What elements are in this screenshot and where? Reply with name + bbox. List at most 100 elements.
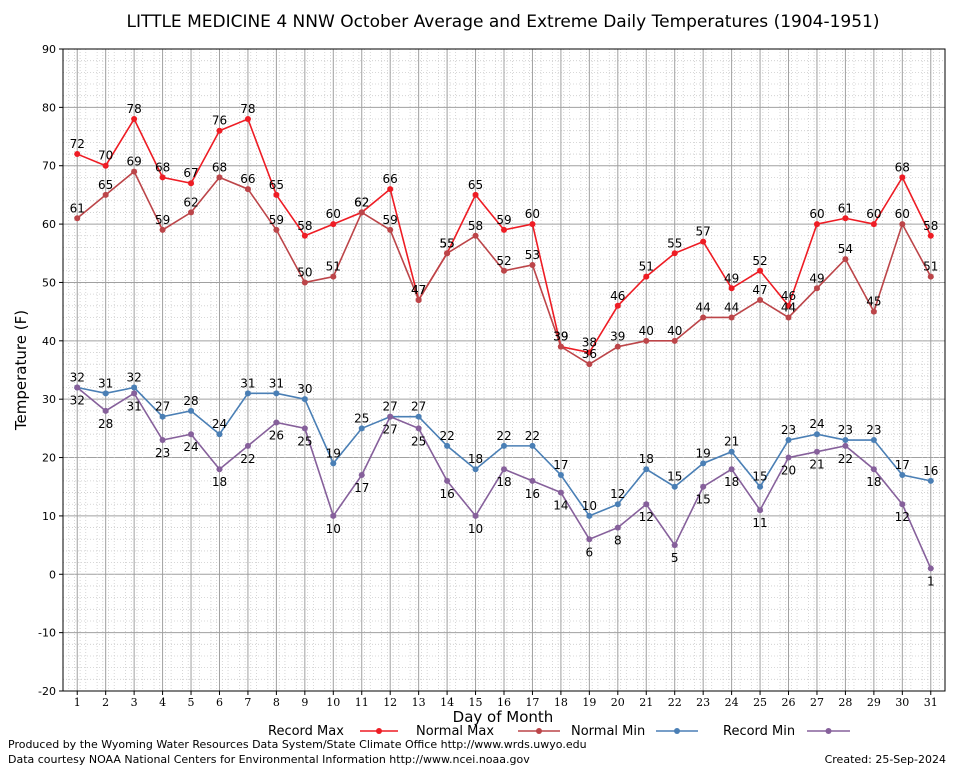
normal-max-point: [444, 250, 451, 257]
normal-max-data-label: 54: [838, 242, 853, 256]
normal-max-data-label: 40: [639, 324, 654, 338]
x-tick-label: 27: [810, 696, 824, 709]
x-tick-label: 28: [838, 696, 852, 709]
y-tick-label: 20: [42, 452, 56, 465]
record-max-point: [842, 215, 849, 222]
record-min-point: [557, 489, 564, 496]
normal-max-data-label: 62: [354, 195, 369, 209]
y-tick-label: -10: [38, 627, 56, 640]
normal-min-data-label: 31: [240, 376, 255, 390]
normal-min-point: [188, 407, 195, 414]
normal-min-data-label: 23: [866, 423, 881, 437]
record-max-point: [501, 226, 507, 233]
normal-max-data-label: 36: [582, 347, 597, 361]
record-max-point: [472, 191, 479, 198]
record-max-point: [614, 302, 621, 309]
normal-max-point: [728, 314, 735, 321]
record-min-point: [671, 542, 678, 549]
normal-min-point: [444, 442, 451, 449]
normal-max-data-label: 52: [496, 254, 511, 268]
normal-max-point: [757, 296, 764, 303]
normal-max-point: [415, 296, 422, 303]
record-max-data-label: 52: [752, 254, 767, 268]
record-max-data-label: 60: [525, 207, 540, 221]
x-tick-label: 15: [469, 696, 483, 709]
normal-min-point: [813, 431, 820, 438]
normal-max-data-label: 69: [126, 155, 141, 169]
x-tick-label: 29: [867, 696, 881, 709]
normal-max-data-label: 68: [212, 160, 227, 174]
normal-max-point: [586, 361, 593, 368]
normal-min-data-label: 27: [155, 400, 170, 414]
record-min-data-label: 22: [240, 452, 255, 466]
normal-max-data-label: 61: [70, 201, 85, 215]
x-tick-label: 11: [355, 696, 369, 709]
normal-max-data-label: 66: [240, 172, 255, 186]
normal-max-data-label: 45: [866, 295, 881, 309]
record-min-data-label: 18: [212, 475, 227, 489]
normal-min-data-label: 24: [212, 417, 227, 431]
normal-max-data-label: 59: [155, 213, 170, 227]
record-min-data-label: 6: [586, 545, 594, 559]
normal-max-data-label: 39: [610, 330, 625, 344]
record-max-point: [671, 250, 678, 257]
record-min-data-label: 5: [671, 551, 679, 565]
record-max-data-label: 58: [297, 219, 312, 233]
normal-min-data-label: 23: [838, 423, 853, 437]
record-min-point: [586, 536, 593, 543]
normal-max-point: [700, 314, 707, 321]
record-max-data-label: 68: [895, 160, 910, 174]
x-tick-label: 12: [383, 696, 397, 709]
record-max-point: [899, 174, 906, 181]
record-min-point: [159, 437, 166, 444]
record-max-data-label: 65: [269, 178, 284, 192]
normal-min-data-label: 17: [895, 458, 910, 472]
normal-max-point: [671, 337, 678, 344]
record-min-data-label: 28: [98, 417, 113, 431]
normal-min-data-label: 12: [610, 487, 625, 501]
record-min-data-label: 22: [838, 452, 853, 466]
footer-data-courtesy: Data courtesy NOAA National Centers for …: [8, 753, 530, 766]
record-min-data-label: 11: [752, 516, 767, 530]
normal-min-point: [501, 442, 507, 449]
normal-max-point: [813, 285, 820, 292]
legend-marker-normal-max: [536, 728, 542, 734]
x-tick-label: 9: [301, 696, 308, 709]
record-max-data-label: 61: [838, 201, 853, 215]
y-axis-label: Temperature (F): [12, 310, 30, 431]
record-max-data-label: 58: [923, 219, 938, 233]
record-max-point: [131, 116, 138, 123]
normal-max-point: [159, 226, 166, 233]
x-tick-label: 7: [244, 696, 251, 709]
record-min-data-label: 27: [383, 423, 398, 437]
record-max-point: [785, 302, 792, 309]
normal-min-data-label: 17: [553, 458, 568, 472]
record-min-data-label: 14: [553, 499, 568, 513]
record-max-point: [728, 285, 735, 292]
y-tick-label: 50: [42, 276, 56, 289]
x-tick-label: 26: [782, 696, 796, 709]
normal-max-data-label: 44: [696, 300, 711, 314]
normal-max-point: [529, 261, 536, 268]
normal-min-point: [472, 466, 479, 473]
record-min-point: [301, 425, 308, 432]
x-tick-label: 10: [326, 696, 340, 709]
record-min-data-label: 21: [809, 458, 824, 472]
x-tick-label: 1: [74, 696, 81, 709]
y-tick-label: 70: [42, 160, 56, 173]
record-min-point: [529, 477, 536, 484]
x-tick-label: 4: [159, 696, 166, 709]
normal-max-data-label: 40: [667, 324, 682, 338]
record-max-data-label: 78: [126, 102, 141, 116]
record-min-data-label: 10: [468, 522, 483, 536]
record-max-data-label: 65: [468, 178, 483, 192]
record-min-data-label: 26: [269, 429, 284, 443]
normal-min-point: [643, 466, 650, 473]
record-min-data-label: 1: [927, 574, 935, 588]
normal-max-point: [927, 273, 934, 280]
normal-min-data-label: 22: [525, 429, 540, 443]
normal-min-point: [244, 390, 251, 397]
normal-min-point: [273, 390, 280, 397]
normal-max-point: [785, 314, 792, 321]
